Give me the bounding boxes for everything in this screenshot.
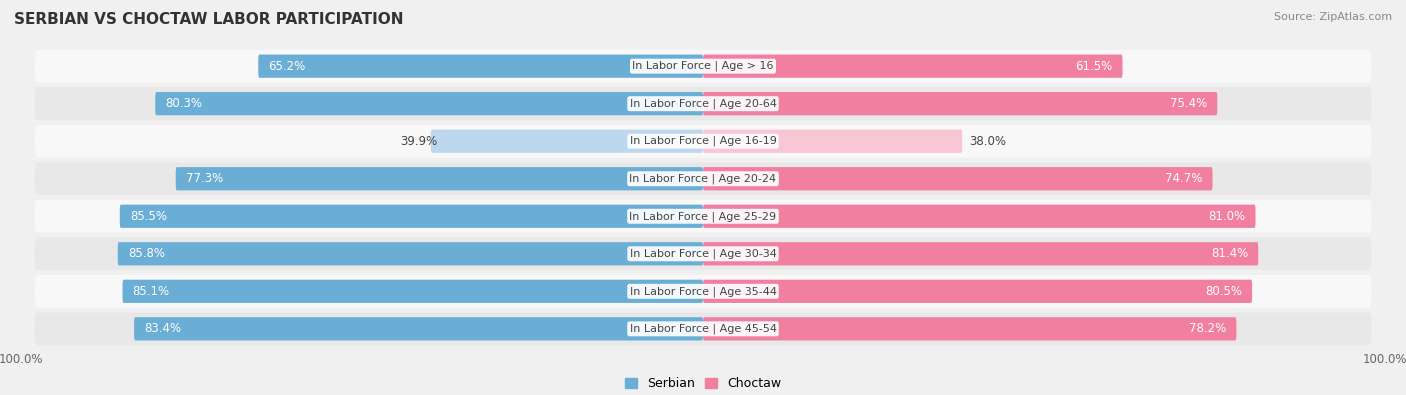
Text: In Labor Force | Age 30-34: In Labor Force | Age 30-34 (630, 248, 776, 259)
Text: 39.9%: 39.9% (401, 135, 437, 148)
FancyBboxPatch shape (35, 200, 1371, 233)
Text: 61.5%: 61.5% (1076, 60, 1112, 73)
FancyBboxPatch shape (703, 130, 962, 153)
FancyBboxPatch shape (118, 242, 703, 265)
FancyBboxPatch shape (703, 242, 1258, 265)
FancyBboxPatch shape (703, 280, 1253, 303)
Text: In Labor Force | Age 16-19: In Labor Force | Age 16-19 (630, 136, 776, 147)
FancyBboxPatch shape (35, 125, 1371, 158)
Text: 80.5%: 80.5% (1205, 285, 1241, 298)
Text: 85.5%: 85.5% (129, 210, 167, 223)
Text: SERBIAN VS CHOCTAW LABOR PARTICIPATION: SERBIAN VS CHOCTAW LABOR PARTICIPATION (14, 12, 404, 27)
Text: 81.0%: 81.0% (1208, 210, 1246, 223)
Text: In Labor Force | Age 20-24: In Labor Force | Age 20-24 (630, 173, 776, 184)
FancyBboxPatch shape (122, 280, 703, 303)
FancyBboxPatch shape (430, 130, 703, 153)
FancyBboxPatch shape (35, 162, 1371, 195)
FancyBboxPatch shape (703, 55, 1122, 78)
FancyBboxPatch shape (35, 312, 1371, 345)
Text: 80.3%: 80.3% (166, 97, 202, 110)
Text: 77.3%: 77.3% (186, 172, 224, 185)
FancyBboxPatch shape (259, 55, 703, 78)
Text: In Labor Force | Age 35-44: In Labor Force | Age 35-44 (630, 286, 776, 297)
Text: 65.2%: 65.2% (269, 60, 305, 73)
Text: Source: ZipAtlas.com: Source: ZipAtlas.com (1274, 12, 1392, 22)
FancyBboxPatch shape (155, 92, 703, 115)
Text: 74.7%: 74.7% (1166, 172, 1202, 185)
Text: 85.1%: 85.1% (132, 285, 170, 298)
Text: In Labor Force | Age 20-64: In Labor Force | Age 20-64 (630, 98, 776, 109)
Text: 83.4%: 83.4% (145, 322, 181, 335)
Text: In Labor Force | Age 25-29: In Labor Force | Age 25-29 (630, 211, 776, 222)
FancyBboxPatch shape (703, 167, 1212, 190)
FancyBboxPatch shape (120, 205, 703, 228)
Text: 38.0%: 38.0% (969, 135, 1007, 148)
FancyBboxPatch shape (35, 50, 1371, 83)
Text: 75.4%: 75.4% (1170, 97, 1208, 110)
Text: 85.8%: 85.8% (128, 247, 165, 260)
FancyBboxPatch shape (703, 317, 1236, 340)
FancyBboxPatch shape (35, 237, 1371, 270)
FancyBboxPatch shape (703, 205, 1256, 228)
Text: 78.2%: 78.2% (1189, 322, 1226, 335)
Text: 81.4%: 81.4% (1211, 247, 1249, 260)
FancyBboxPatch shape (35, 87, 1371, 120)
FancyBboxPatch shape (134, 317, 703, 340)
FancyBboxPatch shape (703, 92, 1218, 115)
Text: In Labor Force | Age 45-54: In Labor Force | Age 45-54 (630, 324, 776, 334)
FancyBboxPatch shape (35, 275, 1371, 308)
FancyBboxPatch shape (176, 167, 703, 190)
Legend: Serbian, Choctaw: Serbian, Choctaw (620, 372, 786, 395)
Text: In Labor Force | Age > 16: In Labor Force | Age > 16 (633, 61, 773, 71)
